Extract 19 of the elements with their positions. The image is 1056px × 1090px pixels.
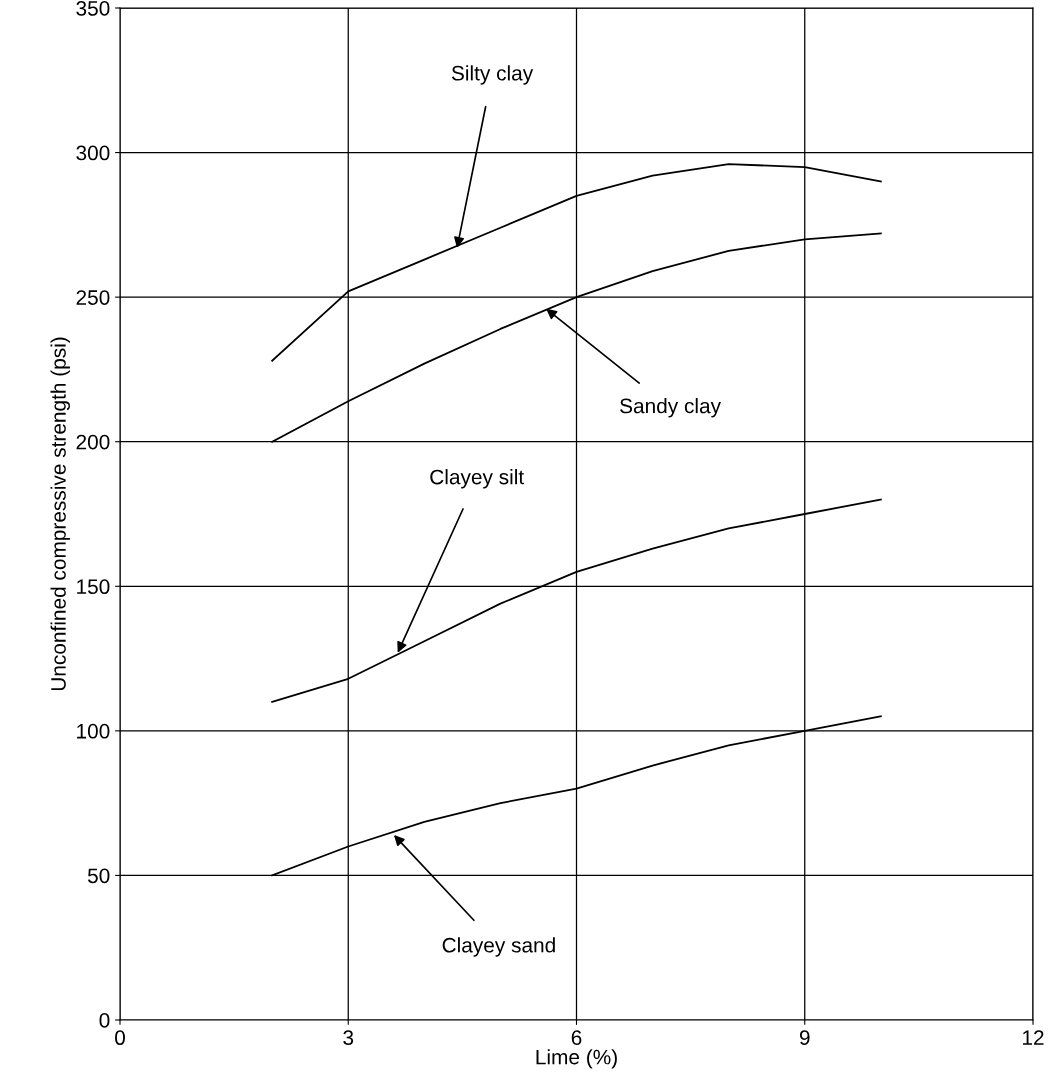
y-tick-label: 350: [76, 1, 110, 16]
x-axis-title: Lime (%): [536, 1049, 617, 1069]
annotation: Sandy clay: [620, 398, 721, 418]
annotation: Clayey sand: [442, 937, 555, 957]
annotation: Silty clay: [451, 65, 534, 85]
y-tick-label: 300: [76, 145, 110, 161]
y-tick-label: 0: [99, 1013, 110, 1028]
y-tick-label: 150: [77, 579, 110, 595]
x-tick-label: 6: [571, 1030, 582, 1046]
y-axis-title: Unconfined compressive strength (psi): [50, 337, 70, 691]
y-tick-label: 100: [77, 723, 110, 739]
y-tick-label: 250: [76, 290, 110, 305]
annotation: Clayey silt: [430, 469, 525, 489]
y-tick-label: 50: [87, 868, 110, 884]
x-tick-label: 9: [799, 1030, 810, 1046]
y-tick-label: 200: [76, 434, 110, 450]
x-tick-label: 0: [115, 1030, 125, 1046]
x-tick-label: 3: [343, 1030, 354, 1046]
x-tick-label: 12: [1023, 1030, 1044, 1045]
